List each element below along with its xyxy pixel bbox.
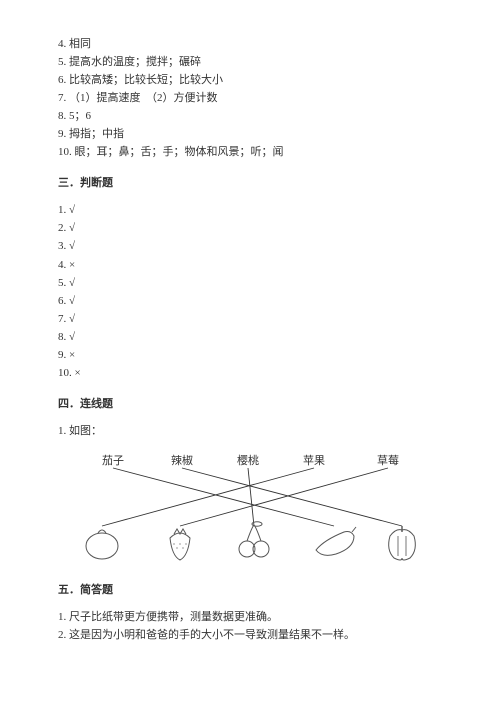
diagram-edge [113, 468, 334, 526]
section4-lead: 1. 如图： [58, 423, 442, 440]
short-answer: 1. 尺子比纸带更方便携带，测量数据更准确。 [58, 609, 442, 626]
tomato-icon [86, 530, 118, 559]
matching-diagram: 茄子 辣椒 樱桃 苹果 草莓 [58, 450, 442, 568]
answer-line: 9. 拇指；中指 [58, 126, 442, 143]
answer-line: 10. 眼；耳；鼻；舌；手；物体和风景；听；闻 [58, 144, 442, 161]
top-answers: 4. 相同 5. 提高水的温度；搅拌；碾碎 6. 比较高矮；比较长短；比较大小 … [58, 36, 442, 161]
judge-item: 6. √ [58, 293, 442, 310]
diagram-edge [180, 468, 388, 526]
answer-line: 8. 5；6 [58, 108, 442, 125]
judge-item: 8. √ [58, 329, 442, 346]
section3-title: 三．判断题 [58, 175, 442, 192]
diagram-edge [248, 468, 254, 526]
section5-title: 五．简答题 [58, 582, 442, 599]
answer-line: 5. 提高水的温度；搅拌；碾碎 [58, 54, 442, 71]
answer-line: 4. 相同 [58, 36, 442, 53]
section4-title: 四．连线题 [58, 396, 442, 413]
judge-item: 7. √ [58, 311, 442, 328]
judge-item: 3. √ [58, 238, 442, 255]
cherries-icon [239, 522, 269, 557]
answer-line: 7. （1）提高速度 （2）方便计数 [58, 90, 442, 107]
diagram-edge [102, 468, 314, 526]
pepper-icon [389, 526, 416, 560]
judge-item: 1. √ [58, 202, 442, 219]
judge-item: 9. × [58, 347, 442, 364]
judge-item: 2. √ [58, 220, 442, 237]
section3-list: 1. √ 2. √ 3. √ 4. × 5. √ 6. √ 7. √ 8. √ … [58, 202, 442, 381]
eggplant-icon [316, 527, 356, 555]
section5-answers: 1. 尺子比纸带更方便携带，测量数据更准确。 2. 这是因为小明和爸爸的手的大小… [58, 609, 442, 644]
judge-item: 5. √ [58, 275, 442, 292]
matching-svg: 茄子 辣椒 樱桃 苹果 草莓 [58, 450, 442, 568]
judge-item: 4. × [58, 257, 442, 274]
strawberry-icon [170, 529, 190, 560]
diagram-label: 苹果 [303, 453, 325, 467]
diagram-label: 草莓 [377, 454, 399, 467]
answer-line: 6. 比较高矮；比较长短；比较大小 [58, 72, 442, 89]
diagram-label: 辣椒 [171, 453, 193, 467]
diagram-edge [182, 468, 402, 526]
diagram-label: 樱桃 [237, 453, 259, 467]
judge-item: 10. × [58, 365, 442, 382]
short-answer: 2. 这是因为小明和爸爸的手的大小不一导致测量结果不一样。 [58, 627, 442, 644]
diagram-label: 茄子 [102, 453, 124, 467]
